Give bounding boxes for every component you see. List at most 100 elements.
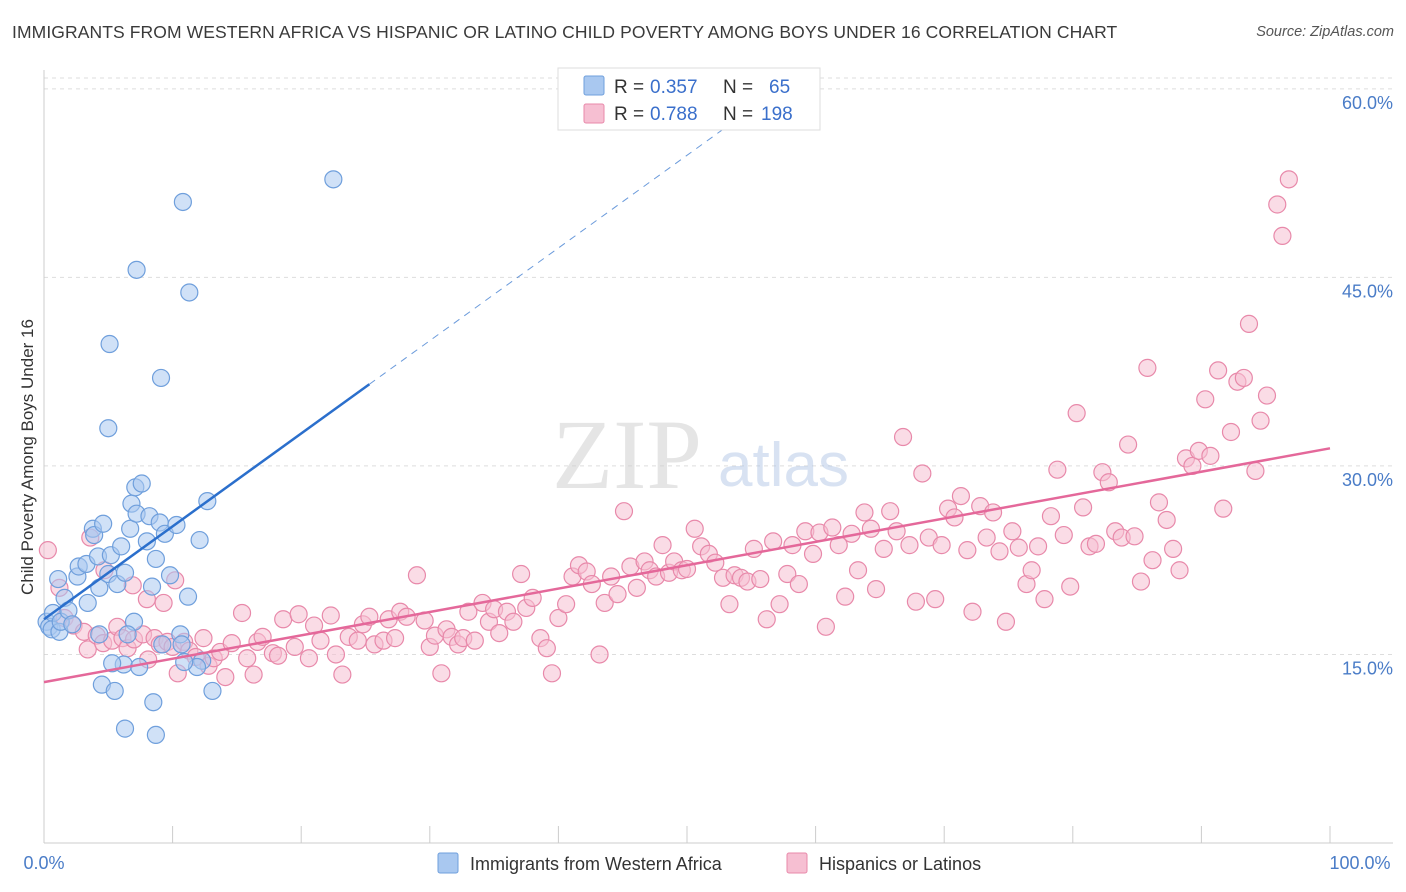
hispanic-point-110 xyxy=(757,610,776,629)
watermark-zip: ZIP xyxy=(552,399,702,510)
hispanic-point-180 xyxy=(1209,361,1228,380)
hispanic-point-65 xyxy=(465,631,484,650)
western-africa-point-32 xyxy=(146,549,165,569)
hispanic-point-155 xyxy=(1048,460,1067,479)
bottom-legend-swatch-pink xyxy=(786,852,808,874)
hispanic-point-154 xyxy=(1041,507,1061,526)
source-credit: Source: ZipAtlas.com xyxy=(1256,24,1394,40)
western-africa-trend-extension xyxy=(369,108,752,385)
hispanic-point-189 xyxy=(1268,195,1287,214)
hispanic-point-147 xyxy=(996,612,1016,631)
hispanic-point-185 xyxy=(1239,314,1259,333)
hispanic-point-112 xyxy=(770,595,789,614)
western-africa-point-40 xyxy=(100,334,119,354)
hispanic-point-127 xyxy=(866,580,886,599)
western-africa-point-18 xyxy=(94,514,113,533)
western-africa-point-38 xyxy=(172,635,191,654)
hispanic-point-94 xyxy=(653,536,672,555)
western-africa-point-28 xyxy=(132,474,151,493)
hispanic-point-41 xyxy=(311,631,330,650)
western-africa-point-51 xyxy=(203,681,222,701)
hispanic-point-161 xyxy=(1086,534,1106,553)
hispanic-point-190 xyxy=(1273,226,1292,246)
hispanic-point-37 xyxy=(285,637,304,657)
western-africa-point-31 xyxy=(142,577,162,596)
hispanic-point-168 xyxy=(1131,572,1151,591)
x-tick-label-100: 100.0% xyxy=(1329,853,1390,873)
hispanic-point-104 xyxy=(720,595,739,614)
bottom-legend-label-hispanics: Hispanics or Latinos xyxy=(819,854,981,874)
hispanic-point-102 xyxy=(706,553,725,572)
legend-r-value-2: 0.788 xyxy=(650,104,698,125)
hispanic-point-72 xyxy=(512,564,531,584)
hispanic-point-137 xyxy=(932,536,951,555)
hispanic-point-77 xyxy=(542,664,562,683)
hispanic-point-117 xyxy=(803,544,823,564)
hispanic-point-64 xyxy=(459,602,478,621)
hispanic-point-148 xyxy=(1003,522,1022,541)
western-africa-point-42 xyxy=(151,368,171,388)
trend-lines xyxy=(43,108,1331,684)
hispanic-point-38 xyxy=(289,605,308,624)
hispanic-point-128 xyxy=(874,539,893,558)
legend-swatch-blue xyxy=(583,75,605,96)
western-africa-point-44 xyxy=(180,283,199,302)
hispanic-point-136 xyxy=(926,590,945,609)
hispanic-point-115 xyxy=(789,574,808,594)
hispanic-point-79 xyxy=(557,595,576,614)
hispanic-point-5 xyxy=(78,640,97,659)
hispanic-point-39 xyxy=(299,649,319,668)
hispanic-point-173 xyxy=(1164,539,1183,558)
y-tick-label-45: 45.0% xyxy=(1342,281,1393,301)
hispanic-point-44 xyxy=(333,665,352,684)
legend-n-value-1: 65 xyxy=(769,77,790,98)
hispanic-point-69 xyxy=(490,623,509,643)
hispanic-point-124 xyxy=(848,561,868,580)
western-africa-point-13 xyxy=(78,593,97,613)
hispanic-point-132 xyxy=(900,536,919,555)
hispanic-point-133 xyxy=(906,592,926,611)
western-africa-point-41 xyxy=(127,260,146,279)
hispanic-point-42 xyxy=(321,606,340,625)
hispanic-point-126 xyxy=(861,519,880,538)
hispanic-point-31 xyxy=(244,665,263,684)
hispanic-point-178 xyxy=(1196,390,1215,409)
western-africa-point-43 xyxy=(173,192,192,212)
western-africa-point-46 xyxy=(178,587,198,606)
western-africa-point-4 xyxy=(49,569,68,589)
watermark-atlas: atlas xyxy=(718,431,849,500)
hispanic-point-152 xyxy=(1028,537,1048,556)
western-africa-point-45 xyxy=(324,170,343,189)
bottom-legend-label-western-africa: Immigrants from Western Africa xyxy=(470,854,723,874)
hispanic-point-43 xyxy=(326,645,346,664)
hispanic-point-181 xyxy=(1214,499,1233,518)
hispanic-point-29 xyxy=(232,603,252,623)
hispanic-point-84 xyxy=(590,645,609,664)
western-africa-point-58 xyxy=(115,719,135,738)
hispanic-point-78 xyxy=(549,608,568,628)
hispanic-point-157 xyxy=(1061,577,1080,596)
hispanic-point-99 xyxy=(685,519,704,538)
hispanic-point-172 xyxy=(1157,510,1176,530)
bottom-legend: Immigrants from Western Africa Hispanics… xyxy=(437,852,981,874)
hispanic-point-59 xyxy=(432,664,451,683)
hispanic-point-119 xyxy=(816,617,835,636)
western-africa-point-59 xyxy=(90,625,109,644)
hispanic-point-149 xyxy=(1009,538,1028,557)
hispanic-trend-line xyxy=(43,447,1331,684)
legend-r-value-1: 0.357 xyxy=(650,77,698,98)
hispanic-point-0 xyxy=(38,541,57,560)
western-africa-point-22 xyxy=(112,537,131,556)
western-africa-point-47 xyxy=(190,530,209,550)
hispanic-point-145 xyxy=(983,503,1003,522)
hispanic-point-113 xyxy=(778,564,797,584)
legend-swatch-pink xyxy=(583,103,605,124)
y-tick-label-60: 60.0% xyxy=(1342,93,1393,113)
hispanic-point-36 xyxy=(274,610,293,629)
hispanic-point-159 xyxy=(1073,498,1093,517)
hispanic-point-27 xyxy=(216,667,235,687)
chart-title: IMMIGRANTS FROM WESTERN AFRICA VS HISPAN… xyxy=(12,22,1118,42)
bottom-legend-swatch-blue xyxy=(437,852,459,874)
hispanic-point-120 xyxy=(823,518,842,537)
